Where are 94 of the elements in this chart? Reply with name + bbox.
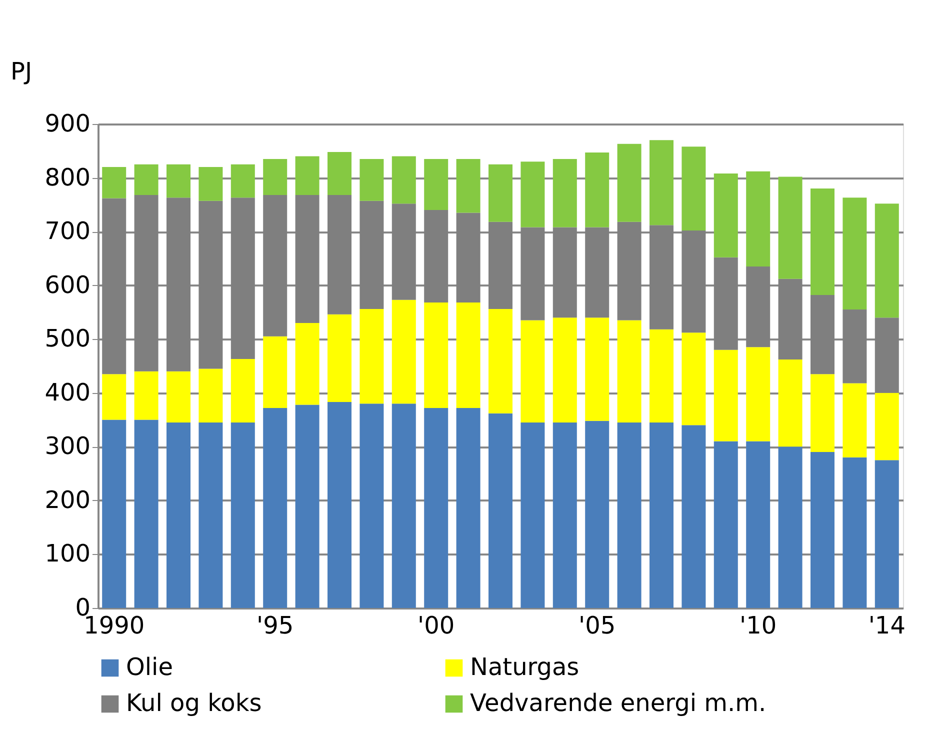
- x-tick-label: '05: [578, 612, 616, 640]
- bar: [746, 441, 770, 608]
- bar: [230, 422, 255, 608]
- bar: [585, 318, 610, 421]
- bar: [295, 322, 320, 405]
- bar: [810, 452, 834, 608]
- bar: [714, 441, 738, 608]
- bar: [520, 162, 545, 228]
- y-tick-label: 600: [44, 270, 90, 299]
- bar: [263, 158, 288, 195]
- bar: [746, 171, 770, 267]
- bar: [520, 422, 545, 608]
- bar: [617, 144, 642, 222]
- bar: [424, 408, 448, 608]
- y-tick-label: 700: [44, 217, 90, 246]
- bar: [617, 320, 642, 422]
- bar: [552, 422, 577, 608]
- bar: [842, 198, 867, 310]
- bar: [198, 422, 223, 608]
- bar: [328, 402, 352, 608]
- bar: [714, 173, 738, 258]
- bar: [650, 329, 674, 422]
- bar: [520, 320, 545, 422]
- bar: [102, 374, 126, 420]
- bar: [778, 446, 802, 608]
- bar: [682, 425, 706, 608]
- bar: [552, 158, 577, 228]
- bar: [810, 374, 834, 452]
- y-tick-label: 100: [44, 540, 90, 568]
- y-tick-label: 300: [44, 432, 90, 460]
- bar: [874, 460, 899, 608]
- bar: [650, 140, 674, 226]
- bar: [230, 359, 255, 422]
- bar: [134, 420, 158, 608]
- y-tick-label: 400: [44, 378, 90, 406]
- bar: [778, 360, 802, 447]
- bar: [424, 302, 448, 408]
- bar: [650, 422, 674, 608]
- bar: [328, 314, 352, 402]
- bar: [874, 204, 899, 318]
- bar: [456, 408, 480, 608]
- bar: [392, 300, 416, 404]
- bar: [682, 332, 706, 426]
- x-tick-label: '00: [418, 612, 455, 640]
- bar: [360, 158, 384, 201]
- bar: [810, 188, 834, 296]
- bar: [360, 308, 384, 404]
- bar: [134, 164, 158, 195]
- y-tick-label: 500: [44, 324, 90, 353]
- bar: [488, 413, 512, 608]
- bar: [424, 158, 448, 210]
- bar: [456, 302, 480, 408]
- bar: [263, 408, 288, 608]
- bar: [585, 152, 610, 228]
- legend-label: Olie: [126, 653, 173, 681]
- y-tick-label: 800: [44, 163, 90, 192]
- bar: [102, 167, 126, 198]
- bar: [714, 350, 738, 442]
- bar: [617, 422, 642, 608]
- bar: [585, 420, 610, 608]
- bar: [328, 152, 352, 195]
- bar: [166, 164, 190, 198]
- y-tick-label: 200: [44, 486, 90, 514]
- bar: [102, 420, 126, 608]
- bar: [874, 392, 899, 460]
- y-tick-label: 900: [44, 110, 90, 138]
- y-axis-title: PJ: [10, 58, 32, 86]
- bar: [198, 167, 223, 201]
- legend-label: Naturgas: [470, 653, 580, 681]
- bar: [842, 383, 867, 458]
- x-tick-label: '95: [256, 612, 294, 640]
- bar: [488, 164, 512, 222]
- bar: [682, 146, 706, 230]
- bar: [552, 318, 577, 422]
- bar: [360, 404, 384, 608]
- bar: [392, 404, 416, 608]
- bar: [295, 404, 320, 608]
- x-tick-label: '14: [868, 612, 906, 640]
- bar: [230, 164, 255, 198]
- legend-label: Vedvarende energi m.m.: [470, 689, 766, 717]
- bar: [456, 158, 480, 213]
- bar: [134, 371, 158, 420]
- bar: [778, 176, 802, 279]
- bar: [166, 422, 190, 608]
- x-tick-label: '10: [740, 612, 777, 640]
- bar: [392, 156, 416, 204]
- bar: [198, 368, 223, 422]
- bar: [263, 336, 288, 408]
- bar: [746, 347, 770, 442]
- legend-label: Kul og koks: [126, 689, 262, 717]
- bar: [295, 156, 320, 195]
- bar: [842, 457, 867, 608]
- bar: [488, 308, 512, 414]
- bar: [166, 371, 190, 422]
